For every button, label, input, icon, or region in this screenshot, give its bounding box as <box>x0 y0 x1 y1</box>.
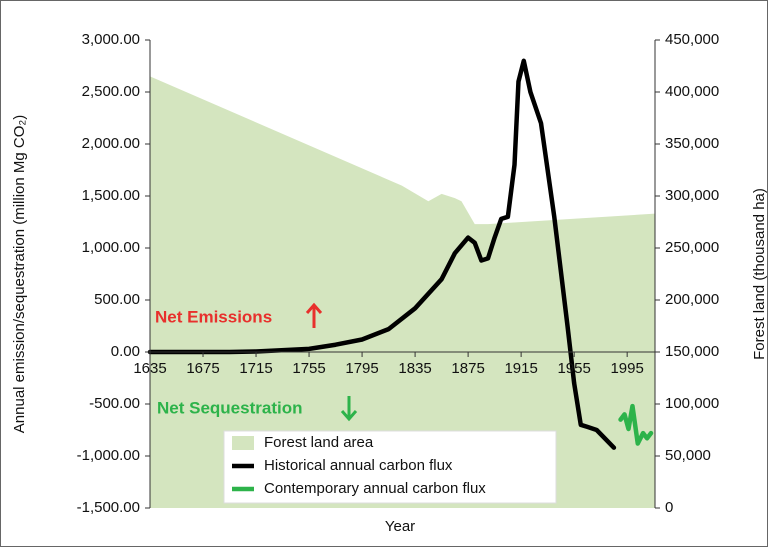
x-tick-label: 1995 <box>610 360 643 377</box>
x-tick-label: 1755 <box>292 360 325 377</box>
y2-tick-label: 450,000 <box>665 31 719 48</box>
y2-tick-label: 0 <box>665 499 673 516</box>
x-tick-label: 1675 <box>186 360 219 377</box>
y2-tick-label: 300,000 <box>665 187 719 204</box>
legend-box <box>223 430 557 504</box>
y-axis-label: Annual emission/sequestration (million M… <box>11 115 28 433</box>
legend: Forest land area Historical annual carbon… <box>223 430 557 504</box>
x-tick-label: 1795 <box>345 360 378 377</box>
legend-swatch <box>232 436 254 450</box>
y2-tick-label: 100,000 <box>665 395 719 412</box>
x-tick-label: 1915 <box>504 360 537 377</box>
y-tick-label: -1,000.00 <box>77 447 140 464</box>
y2-tick-label: 250,000 <box>665 239 719 256</box>
annotation: Net Emissions <box>155 307 272 326</box>
up-arrow <box>305 302 323 328</box>
y-tick-label: -500.00 <box>89 395 140 412</box>
plot: -1,500.00 -1,000.00 -500.00 0.00 500.00 1,000… <box>77 31 720 516</box>
x-axis-label: Year <box>385 518 415 535</box>
x-tick-label: 1835 <box>398 360 431 377</box>
y2-tick-label: 150,000 <box>665 343 719 360</box>
y2-tick-label: 200,000 <box>665 291 719 308</box>
annotation: Net Sequestration <box>157 398 302 417</box>
y-tick-label: -1,500.00 <box>77 499 140 516</box>
down-arrow <box>340 396 358 422</box>
y-tick-label: 1,000.00 <box>82 239 140 256</box>
y-tick-label: 3,000.00 <box>82 31 140 48</box>
y2-tick-label: 350,000 <box>665 135 719 152</box>
x-tick-label: 1955 <box>557 360 590 377</box>
y-tick-label: 2,000.00 <box>82 135 140 152</box>
y2-axis-label: Forest land (thousand ha) <box>751 188 768 360</box>
line <box>147 58 617 450</box>
line <box>618 403 654 446</box>
x-tick-label: 1715 <box>239 360 272 377</box>
x-tick-label: 1635 <box>133 360 166 377</box>
y-tick-label: 2,500.00 <box>82 83 140 100</box>
y-tick-label: 500.00 <box>94 291 140 308</box>
y2-tick-label: 50,000 <box>665 447 711 464</box>
x-tick-label: 1875 <box>451 360 484 377</box>
area <box>150 76 655 509</box>
legend-label: Forest land area <box>264 434 374 451</box>
y2-tick-label: 400,000 <box>665 83 719 100</box>
legend-label: Historical annual carbon flux <box>264 457 453 474</box>
y-tick-label: 1,500.00 <box>82 187 140 204</box>
legend-label: Contemporary annual carbon flux <box>264 480 486 497</box>
y-tick-label: 0.00 <box>111 343 140 360</box>
